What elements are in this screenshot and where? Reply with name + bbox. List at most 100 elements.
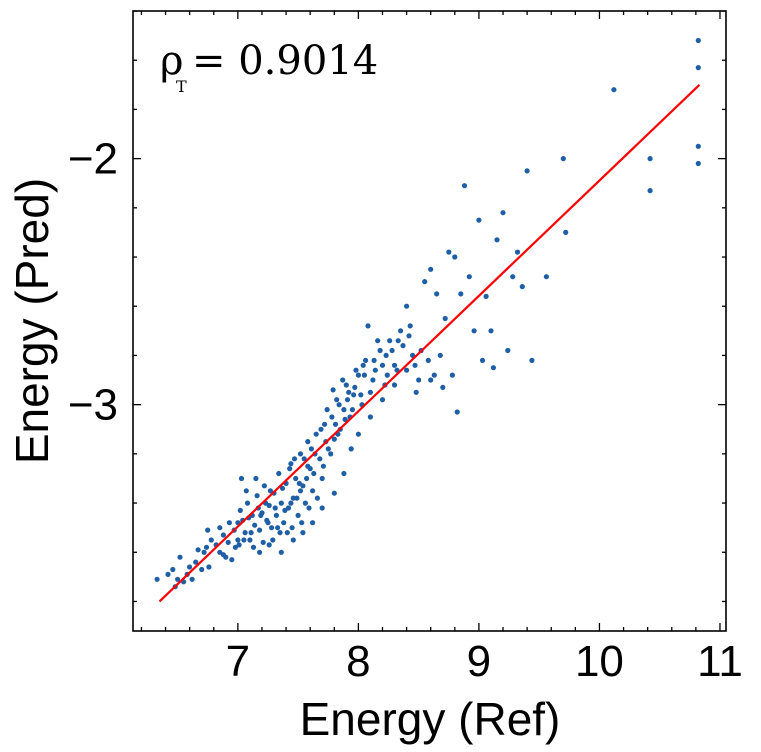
data-point <box>282 507 288 513</box>
data-point <box>258 512 264 519</box>
data-point <box>278 500 284 506</box>
data-point <box>291 456 298 462</box>
data-point <box>360 362 366 368</box>
data-point <box>297 488 304 494</box>
data-point <box>384 372 390 378</box>
data-point <box>331 436 337 442</box>
data-point <box>524 168 530 174</box>
x-tick-label: 9 <box>467 637 491 686</box>
data-point <box>236 542 242 548</box>
data-point <box>695 37 701 44</box>
data-point <box>611 87 617 93</box>
data-point <box>275 525 281 531</box>
data-point <box>302 500 308 506</box>
data-point <box>452 254 458 260</box>
correlation-annotation: ρ T = 0.9014 <box>160 38 378 96</box>
data-point <box>454 409 460 415</box>
data-point <box>261 483 267 489</box>
data-point <box>243 488 249 494</box>
data-point <box>647 156 653 162</box>
data-point <box>352 384 358 390</box>
data-point <box>695 160 701 167</box>
data-point <box>343 382 349 388</box>
x-tick-label: 8 <box>346 637 370 686</box>
x-tick-label: 10 <box>575 637 624 686</box>
x-tick-label: 7 <box>226 637 250 686</box>
data-point <box>308 446 314 452</box>
data-point <box>217 525 223 531</box>
data-point <box>695 65 701 71</box>
data-point <box>363 357 369 363</box>
data-point <box>201 549 207 555</box>
data-point <box>293 475 299 482</box>
data-point <box>488 328 494 334</box>
data-point <box>510 274 516 280</box>
data-point <box>225 539 231 546</box>
data-point <box>237 507 243 513</box>
data-point <box>205 527 211 533</box>
data-point <box>471 328 477 334</box>
data-point <box>329 414 335 420</box>
plot-frame <box>132 10 727 632</box>
data-point <box>290 537 296 543</box>
data-point <box>483 293 489 299</box>
data-point <box>389 347 395 354</box>
data-point <box>305 463 311 469</box>
data-point <box>342 416 348 422</box>
data-point <box>428 266 434 272</box>
data-point <box>310 520 316 526</box>
data-point <box>320 463 326 469</box>
data-point <box>407 323 413 329</box>
data-point <box>428 377 434 383</box>
data-point <box>319 475 325 482</box>
data-point <box>431 372 437 378</box>
annotation-value: = 0.9014 <box>192 38 378 84</box>
data-point <box>346 389 352 395</box>
data-point <box>281 520 287 526</box>
data-point <box>193 559 199 565</box>
data-point <box>404 367 410 373</box>
data-point <box>187 564 193 570</box>
data-point <box>379 397 386 403</box>
data-point <box>334 397 340 403</box>
data-point <box>220 552 226 558</box>
data-point <box>295 512 301 519</box>
data-point <box>301 456 307 462</box>
data-point <box>412 362 418 368</box>
data-point <box>330 387 336 393</box>
data-point <box>306 505 312 511</box>
data-point <box>442 315 448 322</box>
data-point <box>226 520 232 526</box>
data-point <box>229 557 235 563</box>
data-point <box>250 544 257 550</box>
data-point <box>391 362 398 368</box>
data-point <box>248 530 254 536</box>
data-point <box>277 530 283 536</box>
data-point <box>563 229 569 235</box>
data-point <box>206 564 212 570</box>
data-point <box>348 446 354 452</box>
annotation-subscript: T <box>176 77 187 96</box>
data-point <box>391 382 398 388</box>
x-tick-label: 11 <box>697 637 743 686</box>
data-point <box>305 439 311 445</box>
data-point <box>647 188 653 194</box>
data-point <box>379 362 386 368</box>
data-point <box>290 495 296 501</box>
data-point <box>296 480 302 486</box>
data-point <box>189 576 195 582</box>
data-point <box>203 544 210 550</box>
data-point <box>365 323 371 329</box>
data-point <box>238 475 245 482</box>
data-point <box>294 495 300 501</box>
data-point <box>476 217 482 223</box>
data-point <box>199 566 205 573</box>
data-point <box>288 461 294 467</box>
data-point <box>355 431 361 437</box>
data-point <box>278 549 284 555</box>
data-point <box>372 367 378 373</box>
data-point <box>266 542 272 548</box>
data-point <box>297 451 304 457</box>
data-point <box>314 495 320 501</box>
